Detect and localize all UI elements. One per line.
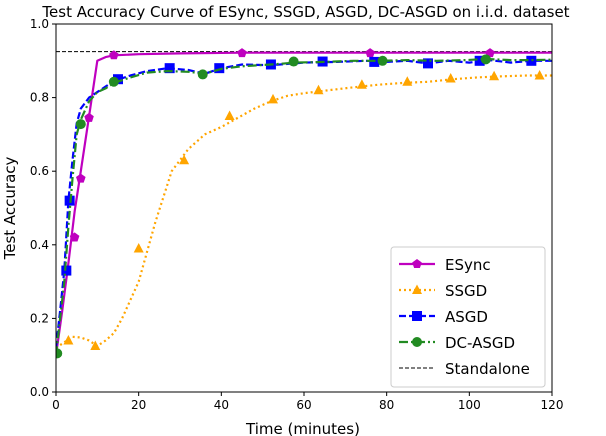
axis-ticks: 0 20 40 60 80 100 120 0.0 0.2 0.4 0.6 0.8 1.0 xyxy=(30,17,564,412)
dc-asgd-point xyxy=(56,348,63,359)
ssgd-point xyxy=(268,93,278,104)
y-tick-label: 0.0 xyxy=(30,385,49,399)
y-axis-label: Test Accuracy xyxy=(1,156,19,260)
legend-entry-dc-asgd: DC-ASGD xyxy=(399,334,515,352)
legend-label: ASGD xyxy=(445,308,488,326)
legend-label: Standalone xyxy=(445,360,530,378)
plot-area xyxy=(55,23,553,393)
asgd-point xyxy=(474,55,485,66)
esync-point xyxy=(109,50,119,60)
esync-point xyxy=(69,232,80,242)
legend-box xyxy=(390,246,546,388)
asgd-point xyxy=(526,55,537,66)
y-tick-label: 0.8 xyxy=(30,91,49,105)
x-axis-label: Time (minutes) xyxy=(245,420,360,436)
ssgd-point xyxy=(445,73,456,83)
x-tick-label: 20 xyxy=(131,398,146,412)
ssgd-point xyxy=(90,340,101,350)
dc-asgd-point xyxy=(377,55,388,66)
x-tick-label: 100 xyxy=(458,398,481,412)
asgd-point xyxy=(369,56,380,67)
legend-entry-asgd: ASGD xyxy=(399,308,488,326)
esync-point xyxy=(237,48,247,58)
ssgd-point xyxy=(179,154,190,165)
ssgd-point xyxy=(489,70,500,81)
legend-label: SSGD xyxy=(445,282,487,300)
legend-entry-standalone: Standalone xyxy=(399,360,530,378)
esync-point xyxy=(365,48,375,58)
ssgd-point xyxy=(133,243,144,253)
chart-title: Test Accuracy Curve of ESync, SSGD, ASGD… xyxy=(41,3,569,21)
x-tick-label: 60 xyxy=(296,398,311,412)
asgd-point xyxy=(214,63,225,74)
legend: ESync SSGD ASGD DC-ASGD Standalone xyxy=(390,246,546,388)
plot-series-group xyxy=(56,48,552,359)
ssgd-point xyxy=(63,335,74,345)
dc-asgd-line xyxy=(56,57,552,356)
dc-asgd-point xyxy=(108,76,119,87)
ssgd-point xyxy=(313,84,324,95)
dc-asgd-point xyxy=(288,56,299,67)
dc-asgd-point xyxy=(75,119,86,130)
x-tick-label: 120 xyxy=(541,398,564,412)
dc-asgd-point xyxy=(197,69,208,80)
legend-label: ESync xyxy=(445,256,491,274)
legend-entry-ssgd: SSGD xyxy=(399,282,487,300)
y-tick-label: 0.6 xyxy=(30,164,49,178)
x-tick-label: 40 xyxy=(214,398,229,412)
esync-point xyxy=(76,173,86,183)
dc-asgd-series xyxy=(56,54,552,359)
legend-swatch-marker xyxy=(412,259,422,268)
ssgd-point xyxy=(224,110,235,120)
y-tick-label: 0.4 xyxy=(30,238,49,252)
y-tick-label: 0.2 xyxy=(30,311,49,325)
legend-entry-esync: ESync xyxy=(399,256,491,274)
asgd-point xyxy=(423,58,433,69)
ssgd-point xyxy=(402,76,413,86)
ssgd-point xyxy=(534,70,545,80)
y-tick-label: 1.0 xyxy=(30,17,49,31)
esync-point xyxy=(84,112,94,122)
legend-swatch-marker xyxy=(412,284,422,294)
x-tick-label: 80 xyxy=(379,398,394,412)
ssgd-series xyxy=(56,70,552,350)
asgd-point xyxy=(61,265,72,276)
x-tick-label: 0 xyxy=(52,398,60,412)
asgd-point xyxy=(164,63,175,74)
legend-label: DC-ASGD xyxy=(445,334,515,352)
ssgd-point xyxy=(356,79,367,89)
legend-swatch-marker xyxy=(412,311,422,321)
legend-swatch-marker xyxy=(412,337,422,347)
dc-asgd-point xyxy=(480,54,491,65)
